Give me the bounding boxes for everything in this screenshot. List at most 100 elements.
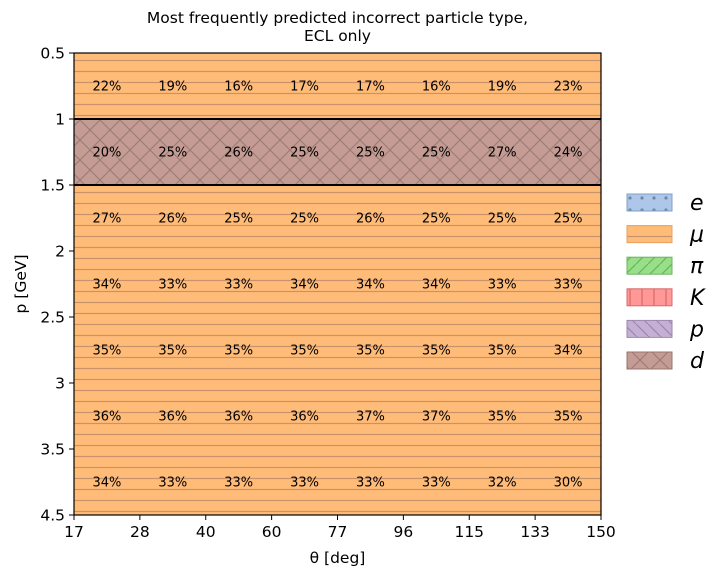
cell-value: 25% [554, 212, 583, 227]
heatmap-row [74, 383, 601, 449]
cell-value: 35% [422, 344, 451, 359]
cell-value: 17% [290, 80, 319, 95]
cell-value: 25% [158, 146, 187, 161]
x-tick-label: 150 [586, 523, 616, 541]
cell-value: 17% [356, 80, 385, 95]
y-tick-label: 4.5 [40, 507, 65, 525]
cell-value: 34% [422, 278, 451, 293]
cell-value: 33% [224, 476, 253, 491]
x-tick-label: 133 [520, 523, 550, 541]
heatmap-row [74, 251, 601, 317]
cell-value: 34% [290, 278, 319, 293]
heatmap-cells [74, 53, 601, 515]
cell-value: 33% [554, 278, 583, 293]
cell-value: 24% [554, 146, 583, 161]
cell-value: 27% [488, 146, 517, 161]
cell-value: 19% [158, 80, 187, 95]
legend-swatch [626, 288, 673, 307]
cell-value: 35% [224, 344, 253, 359]
title-line: ECL only [304, 27, 371, 45]
x-tick-label: 28 [130, 523, 150, 541]
y-tick-label: 1.5 [40, 177, 65, 195]
cell-value: 16% [224, 80, 253, 95]
cell-value: 16% [422, 80, 451, 95]
heatmap-row [74, 119, 601, 185]
legend-label: p [689, 317, 704, 342]
cell-value: 33% [158, 476, 187, 491]
cell-value: 22% [92, 80, 121, 95]
legend-label: μ [689, 223, 704, 248]
cell-value: 27% [92, 212, 121, 227]
cell-value: 37% [356, 410, 385, 425]
y-tick-label: 1 [55, 111, 65, 129]
legend-swatch [626, 193, 673, 212]
cell-value: 33% [290, 476, 319, 491]
cell-value: 36% [224, 410, 253, 425]
legend-label: e [690, 191, 704, 216]
y-axis: 0.5 1 1.5 2 2.5 3 3.5 4.5 [40, 45, 74, 525]
chart-title: Most frequently predicted incorrect part… [147, 9, 528, 45]
y-tick-label: 2.5 [40, 309, 65, 327]
legend-swatch [626, 351, 673, 370]
cell-value: 25% [422, 212, 451, 227]
y-axis-label: p [GeV] [12, 254, 30, 313]
cell-value: 34% [554, 344, 583, 359]
cell-value: 26% [224, 146, 253, 161]
legend-swatch [626, 319, 673, 338]
cell-value: 33% [422, 476, 451, 491]
row-boundaries [74, 118, 601, 186]
heatmap-row [74, 53, 601, 119]
x-tick-label: 96 [394, 523, 414, 541]
x-tick-label: 77 [328, 523, 348, 541]
cell-value: 25% [356, 146, 385, 161]
heatmap-row [74, 317, 601, 383]
heatmap-row [74, 449, 601, 515]
cell-value: 25% [290, 146, 319, 161]
cell-labels: 22% 19% 16% 17% 17% 16% 19% 23% 20% 25% 26% 25% 25% 2… [92, 80, 582, 491]
cell-value: 25% [290, 212, 319, 227]
legend-label: π [690, 254, 704, 279]
heatmap-row [74, 185, 601, 251]
y-tick-label: 3.5 [40, 441, 65, 459]
cell-value: 33% [224, 278, 253, 293]
cell-value: 37% [422, 410, 451, 425]
cell-value: 36% [290, 410, 319, 425]
y-tick-label: 3 [55, 375, 65, 393]
cell-value: 25% [422, 146, 451, 161]
x-tick-label: 40 [196, 523, 216, 541]
cell-value: 20% [92, 146, 121, 161]
cell-value: 25% [224, 212, 253, 227]
cell-value: 35% [158, 344, 187, 359]
x-tick-label: 115 [454, 523, 484, 541]
cell-value: 32% [488, 476, 517, 491]
cell-value: 25% [488, 212, 517, 227]
cell-value: 33% [356, 476, 385, 491]
cell-value: 26% [356, 212, 385, 227]
x-axis-label: θ [deg] [310, 549, 366, 567]
legend-label: K [690, 286, 706, 311]
legend-swatch [626, 256, 673, 275]
legend-label: d [690, 349, 705, 374]
cell-value: 19% [488, 80, 517, 95]
cell-value: 35% [92, 344, 121, 359]
cell-value: 35% [356, 344, 385, 359]
cell-value: 34% [92, 476, 121, 491]
cell-value: 33% [488, 278, 517, 293]
cell-value: 33% [158, 278, 187, 293]
x-tick-label: 17 [64, 523, 84, 541]
cell-value: 26% [158, 212, 187, 227]
cell-value: 36% [158, 410, 187, 425]
legend-swatch [626, 225, 673, 244]
cell-value: 35% [554, 410, 583, 425]
cell-value: 35% [488, 344, 517, 359]
x-axis: 17 28 40 60 77 96 115 133 150 [64, 515, 616, 541]
cell-value: 30% [554, 476, 583, 491]
cell-value: 34% [92, 278, 121, 293]
title-line: Most frequently predicted incorrect part… [147, 9, 528, 27]
y-tick-label: 0.5 [40, 45, 65, 63]
y-tick-label: 2 [55, 243, 65, 261]
cell-value: 34% [356, 278, 385, 293]
cell-value: 35% [488, 410, 517, 425]
